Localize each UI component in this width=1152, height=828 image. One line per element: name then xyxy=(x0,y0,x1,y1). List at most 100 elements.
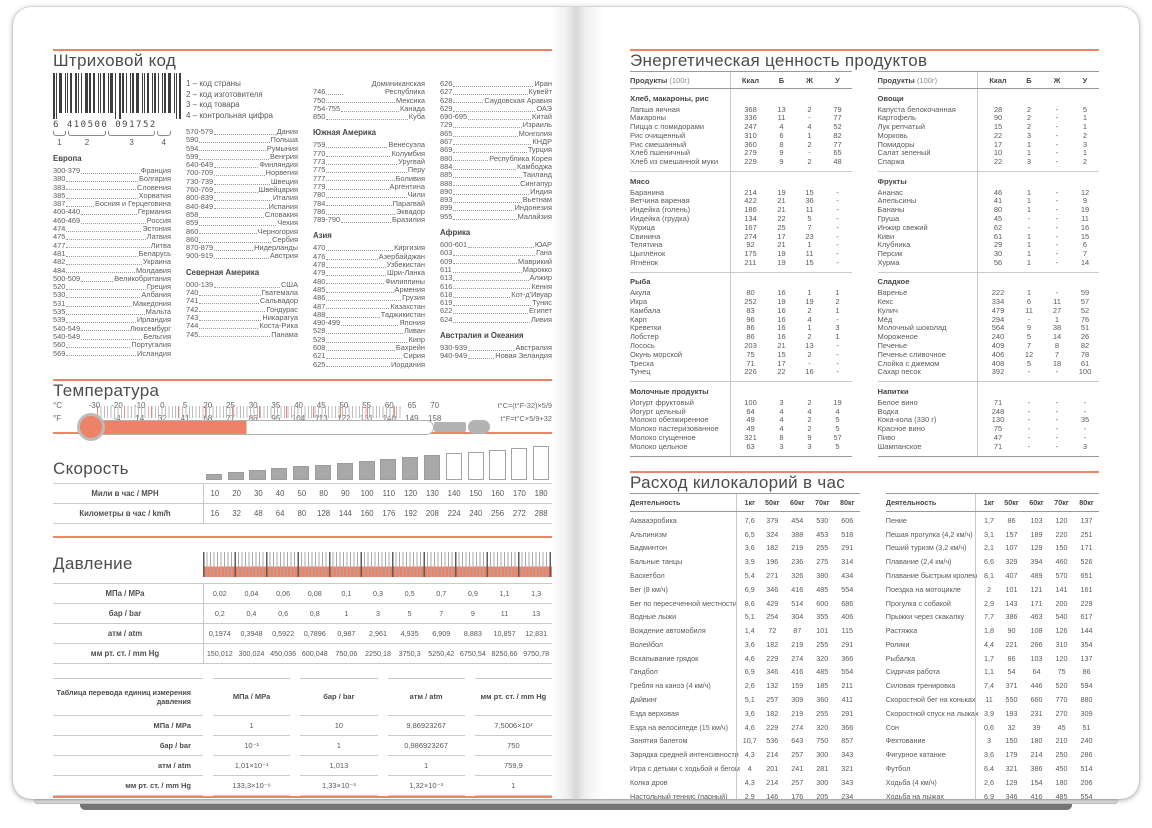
activity-row-values: 6,5 324 388 453 518 xyxy=(740,530,860,539)
activity-name: Скоростной бег на коньках xyxy=(885,695,976,705)
food-value: - xyxy=(836,249,839,259)
pressure-row-label: мм рт. ст. / mm Hg xyxy=(90,648,160,658)
food-product-name: Инжир свежий xyxy=(877,223,928,232)
country-name: Беларусь xyxy=(138,248,171,258)
food-product-name: Водка xyxy=(877,407,899,416)
activity-header-col: 80кг xyxy=(839,497,855,507)
activity-value: 86 xyxy=(1082,667,1091,677)
country-code-entry: 890 Индия xyxy=(440,187,552,196)
food-product-name: Молоко цельное xyxy=(630,442,688,451)
barcode-bar xyxy=(81,73,82,113)
speed-value: 180 xyxy=(534,488,548,498)
country-code-entry: 560 Португалия xyxy=(53,340,171,349)
country-code: 487 xyxy=(313,301,326,311)
activity-value: 386 xyxy=(1030,763,1043,773)
activity-value: 300 xyxy=(816,777,829,787)
activity-name: Скоростной спуск на лыжах xyxy=(885,708,979,718)
dotted-leader xyxy=(81,214,137,216)
food-row: Камбала 83 16 2 1 xyxy=(630,306,852,316)
country-code-entry: 000-139 США xyxy=(186,280,298,289)
activity-name: Бальные танцы xyxy=(630,557,683,567)
pressure-row: атм / atm 0,1974 0,3948 0,5922 0,7896 0,987 2,… xyxy=(53,622,552,643)
conversion-value: 1,32×10⁻³ xyxy=(387,774,465,796)
activity-row: Плавание быстрым кролем 8,1 407 489 570 651 xyxy=(886,569,1099,583)
food-row-values: 167 25 7- xyxy=(734,223,852,233)
dotted-leader xyxy=(453,304,532,306)
country-code: 624 xyxy=(440,314,453,324)
food-header-col: Ж xyxy=(1053,75,1061,85)
food-row: Хлеб пшеничный 279 9-65 xyxy=(630,149,852,158)
food-value: 15 xyxy=(777,349,786,359)
food-value: 11 xyxy=(1081,213,1089,223)
country-code-entry: 540-549 Люксембург xyxy=(53,324,171,333)
dotted-leader xyxy=(66,230,142,232)
country-code-entry: 481 Беларусь xyxy=(53,248,171,258)
country-code-entry: 690-695 Китай xyxy=(440,112,552,122)
country-name: Сербия xyxy=(272,234,298,244)
activity-value: 6,5 xyxy=(744,529,755,539)
country-name: Сальвадор xyxy=(259,296,298,306)
country-code-entry: 300-379 Франция xyxy=(53,166,171,175)
activity-value: 6,9 xyxy=(744,667,755,677)
food-value: 46 xyxy=(993,187,1003,197)
food-value: 4 xyxy=(835,406,840,416)
activity-value: 489 xyxy=(1030,571,1043,581)
food-value: - xyxy=(808,113,811,123)
activity-value: 251 xyxy=(1080,529,1093,539)
country-code: 539 xyxy=(53,315,66,325)
country-code: 484 xyxy=(53,265,66,275)
activity-value: 144 xyxy=(1080,626,1093,636)
country-code: 486 xyxy=(313,293,326,303)
activity-value: 211 xyxy=(841,681,854,691)
food-value: 52 xyxy=(833,122,842,132)
dotted-leader xyxy=(453,280,529,282)
dotted-leader xyxy=(214,133,276,135)
speed-value: 288 xyxy=(534,508,548,518)
food-product-name: Бананы xyxy=(877,206,905,215)
activity-value: 39 xyxy=(1032,722,1041,732)
country-name: Перу xyxy=(407,165,425,175)
pressure-value: 0,4 xyxy=(246,608,257,618)
dotted-leader xyxy=(199,150,266,152)
food-value: 11 xyxy=(805,205,814,215)
dotted-leader xyxy=(326,118,408,120)
food-value: - xyxy=(836,205,839,215)
food-value: - xyxy=(836,196,839,206)
activity-value: 6,9 xyxy=(744,584,755,594)
section-rule xyxy=(630,470,1099,473)
country-code: 690-695 xyxy=(440,112,468,122)
pressure-value: 0,8 xyxy=(309,608,320,618)
activity-value: 2,9 xyxy=(984,598,994,608)
country-code-entry: 745 Панама xyxy=(186,330,298,339)
conversion-col-header: бар / bar xyxy=(300,677,378,715)
food-value: 1 xyxy=(807,288,812,298)
country-code: 628 xyxy=(440,95,453,105)
dotted-leader xyxy=(214,286,280,288)
activity-name: Пение xyxy=(885,515,907,525)
food-product-name: Мёд xyxy=(877,315,893,324)
food-row-values: 49 4 2 5 xyxy=(734,416,852,425)
food-product-name: Цыплёнок xyxy=(630,250,666,259)
food-value: 13 xyxy=(805,341,814,351)
food-section-name: Овощи xyxy=(877,93,904,103)
activity-value: 485 xyxy=(816,584,829,594)
activity-value: 103 xyxy=(1030,653,1043,663)
speed-value: 80 xyxy=(319,488,328,498)
food-value: 90 xyxy=(993,113,1003,123)
country-code: 300-379 xyxy=(53,166,81,175)
dotted-leader xyxy=(66,297,141,299)
country-name: Япония xyxy=(399,318,425,328)
country-name: Великобритания xyxy=(114,273,171,283)
country-code-entry: 621 Сирия xyxy=(313,352,425,361)
food-row: Телятина 92 21 1- xyxy=(630,241,852,250)
activity-name: Пеший туризм (3,2 км/ч) xyxy=(885,543,967,553)
country-code-entry: 482 Украина xyxy=(53,257,171,266)
activity-row: Ролики 4,4 221 266 310 354 xyxy=(886,638,1099,652)
food-product-name: Клубника xyxy=(877,241,911,250)
food-value: 11 xyxy=(805,249,814,259)
food-value: 2 xyxy=(807,349,812,359)
pressure-value: 6750,54 xyxy=(459,648,486,658)
food-value: - xyxy=(836,314,839,324)
fahrenheit-tick-label: 86 xyxy=(248,413,258,423)
food-value: 229 xyxy=(744,157,757,167)
